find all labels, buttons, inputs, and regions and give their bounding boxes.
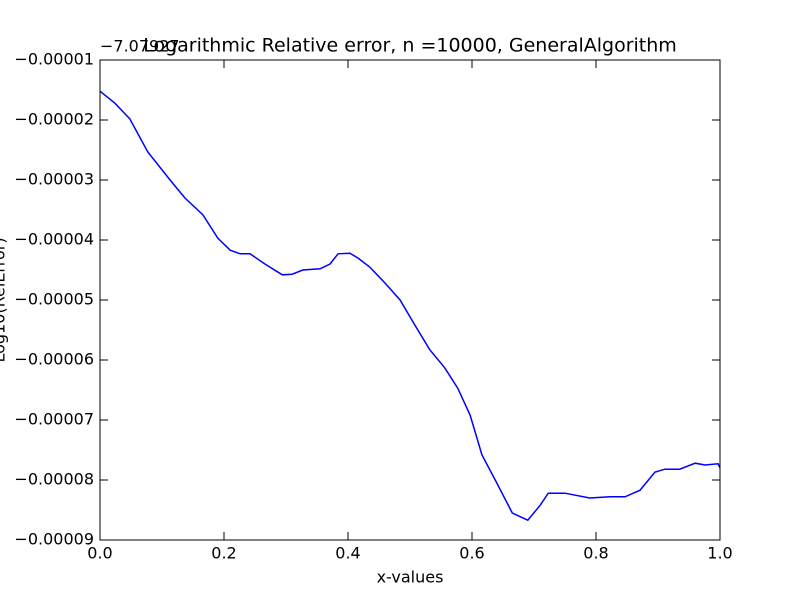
y-tick-label: −0.00008 <box>14 470 94 489</box>
x-tick-label: 1.0 <box>707 544 732 563</box>
y-tick-label: −0.00002 <box>14 110 94 129</box>
x-tick-label: 0.6 <box>459 544 484 563</box>
x-tick-label: 0.8 <box>583 544 608 563</box>
y-tick-label: −0.00004 <box>14 230 94 249</box>
y-tick-label: −0.00007 <box>14 410 94 429</box>
x-tick-label: 0.4 <box>335 544 360 563</box>
x-tick-label: 0.2 <box>211 544 236 563</box>
data-line <box>99 90 721 522</box>
y-axis-label: Log10(RelError) <box>0 237 9 362</box>
plot-frame <box>99 59 721 541</box>
y-tick-label: −0.00006 <box>14 350 94 369</box>
y-tick-label: −0.00001 <box>14 50 94 69</box>
y-tick-label: −0.00003 <box>14 170 94 189</box>
y-tick-label: −0.00009 <box>14 530 94 549</box>
offset-text: −7.07927 <box>100 37 180 56</box>
x-tick-label: 0.0 <box>87 544 112 563</box>
chart-title: Logarithmic Relative error, n =10000, Ge… <box>143 35 677 57</box>
x-axis-label: x-values <box>377 568 444 587</box>
y-tick-label: −0.00005 <box>14 290 94 309</box>
